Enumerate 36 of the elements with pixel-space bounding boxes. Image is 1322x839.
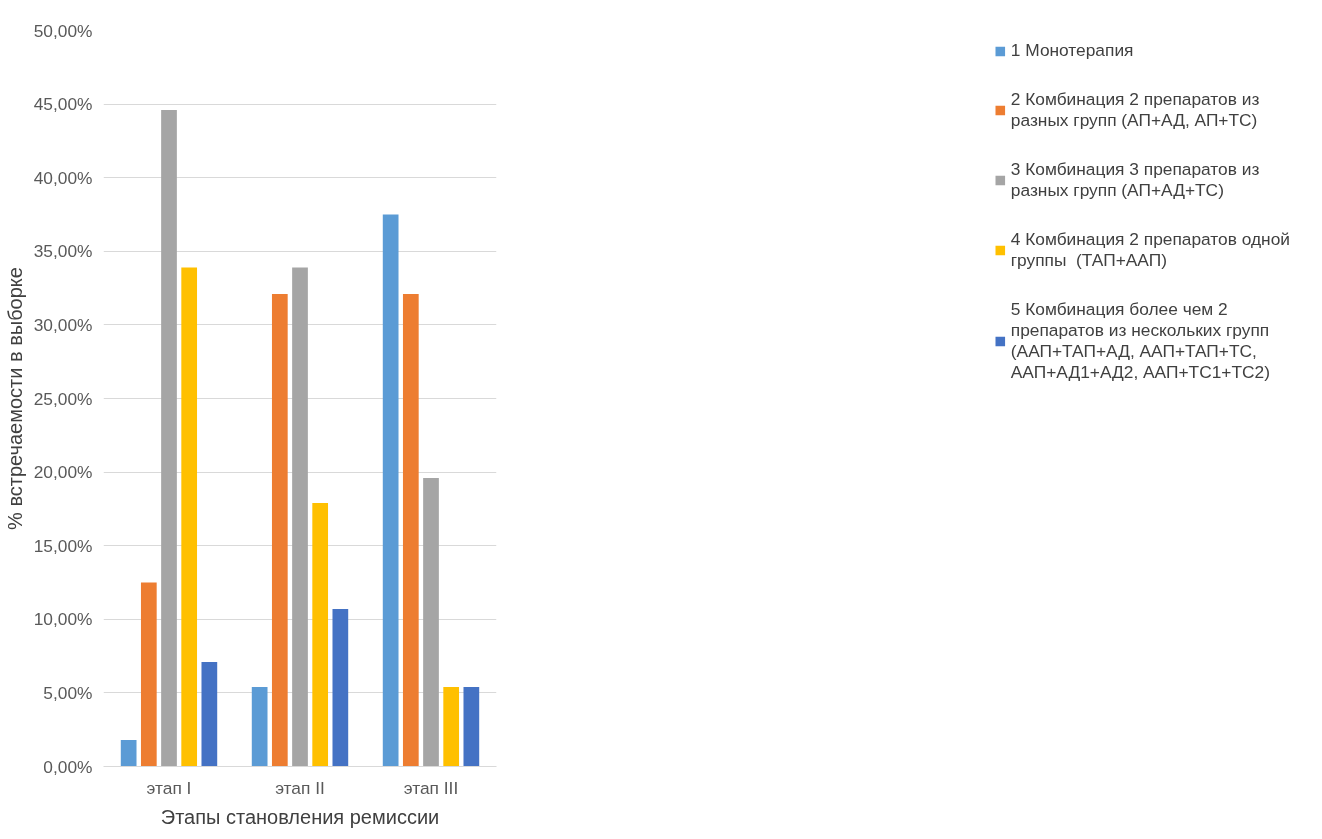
- y-tick-label: 30,00%: [33, 314, 93, 335]
- legend-label: 5 Комбинация более чем 2 препаратов из нескольких групп (ААП+ТАП+АД, ААП+ТАП+ТС, ААП+АД1+АД2, ААП+ТС1+ТС2): [1010, 299, 1270, 383]
- x-axis-title: Этапы становления ремиссии: [160, 805, 440, 828]
- y-tick-label: 40,00%: [33, 167, 93, 188]
- y-tick-label: 0,00%: [43, 756, 93, 777]
- y-tick-label: 5,00%: [43, 682, 93, 703]
- bar: [140, 582, 157, 767]
- y-tick-label: 15,00%: [33, 535, 93, 556]
- x-tick-label: этап II: [275, 777, 325, 798]
- y-tick-label: 50,00%: [33, 20, 93, 41]
- bar: [332, 609, 349, 767]
- bar: [382, 214, 399, 767]
- bar: [120, 740, 137, 767]
- y-axis-title: % встречаемости в выборке: [3, 267, 26, 530]
- y-tick-label: 25,00%: [33, 388, 93, 409]
- bar: [423, 477, 439, 767]
- bar: [201, 661, 218, 767]
- y-tick-label: 35,00%: [33, 241, 93, 262]
- bar: [463, 687, 480, 767]
- bar: [402, 293, 419, 767]
- bar: [181, 267, 198, 767]
- legend-label: 4 Комбинация 2 препаратов одной группы (ТАП+ААП): [1010, 229, 1290, 271]
- bar: [443, 687, 460, 767]
- y-tick-label: 20,00%: [33, 462, 93, 483]
- x-tick-label: этап I: [146, 777, 192, 798]
- legend-label: 3 Комбинация 3 препаратов из разных групп (АП+АД+ТС): [1010, 159, 1260, 201]
- bar: [312, 503, 329, 767]
- legend-label: 1 Монотерапия: [1010, 40, 1134, 61]
- y-tick-label: 45,00%: [33, 94, 93, 115]
- x-tick-label: этап III: [403, 777, 459, 798]
- bar: [292, 267, 308, 767]
- bar: [161, 109, 177, 767]
- bar: [271, 293, 288, 767]
- bar: [251, 687, 268, 767]
- y-tick-label: 10,00%: [33, 609, 93, 630]
- legend-label: 2 Комбинация 2 препаратов из разных групп (АП+АД, АП+ТС): [1010, 89, 1260, 131]
